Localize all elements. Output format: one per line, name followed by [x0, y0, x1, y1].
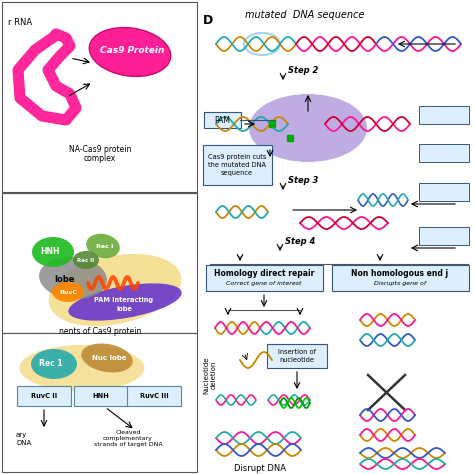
Ellipse shape	[31, 349, 77, 379]
Ellipse shape	[49, 254, 182, 326]
FancyBboxPatch shape	[332, 265, 469, 291]
Text: RuvC: RuvC	[59, 291, 77, 295]
Text: Non homologous end j: Non homologous end j	[351, 270, 448, 279]
Text: PAM interacting: PAM interacting	[94, 297, 154, 303]
Text: Correct gene of interest: Correct gene of interest	[226, 281, 302, 285]
Text: complex: complex	[84, 154, 116, 163]
Ellipse shape	[52, 282, 84, 302]
FancyBboxPatch shape	[419, 227, 469, 245]
Ellipse shape	[32, 237, 74, 267]
FancyBboxPatch shape	[206, 265, 323, 291]
Ellipse shape	[249, 94, 367, 162]
Text: RuvC II: RuvC II	[31, 393, 57, 399]
Ellipse shape	[39, 257, 107, 299]
Text: Nuc lobe: Nuc lobe	[91, 355, 126, 361]
Ellipse shape	[86, 234, 120, 258]
Text: mutated  DNA sequence: mutated DNA sequence	[246, 10, 365, 20]
Ellipse shape	[73, 251, 99, 269]
Text: Nucleotide
deletion: Nucleotide deletion	[203, 356, 217, 394]
Text: lobe: lobe	[55, 275, 75, 284]
Text: r RNA: r RNA	[8, 18, 32, 27]
FancyBboxPatch shape	[2, 333, 197, 472]
Text: RuvC III: RuvC III	[140, 393, 168, 399]
Text: Insertion of
nucleotide: Insertion of nucleotide	[278, 349, 316, 363]
FancyBboxPatch shape	[17, 386, 71, 406]
Ellipse shape	[68, 283, 182, 320]
Text: Cleaved
complementary
strands of target DNA: Cleaved complementary strands of target …	[94, 430, 162, 447]
FancyBboxPatch shape	[203, 145, 272, 185]
Text: Step 4: Step 4	[285, 237, 315, 246]
FancyBboxPatch shape	[267, 344, 327, 368]
FancyBboxPatch shape	[127, 386, 181, 406]
Text: Step 3: Step 3	[288, 176, 319, 185]
Text: HNH: HNH	[40, 246, 60, 255]
Ellipse shape	[89, 27, 171, 76]
Ellipse shape	[19, 345, 145, 391]
Text: D: D	[203, 14, 213, 27]
FancyBboxPatch shape	[2, 2, 197, 192]
Text: lobe: lobe	[116, 306, 132, 312]
Text: Rec I: Rec I	[96, 244, 114, 248]
Text: Rec 1: Rec 1	[39, 359, 63, 368]
Text: Rec II: Rec II	[77, 258, 94, 264]
Text: NA-Cas9 protein: NA-Cas9 protein	[69, 145, 131, 154]
Text: nents of Cas9 protein: nents of Cas9 protein	[59, 327, 141, 336]
Text: HNH: HNH	[92, 393, 109, 399]
Ellipse shape	[81, 344, 133, 373]
FancyBboxPatch shape	[419, 106, 469, 124]
Text: DNA: DNA	[16, 440, 31, 446]
Text: Step 2: Step 2	[288, 66, 319, 75]
FancyBboxPatch shape	[2, 193, 197, 333]
FancyBboxPatch shape	[204, 112, 241, 128]
Text: PAM: PAM	[214, 116, 230, 125]
Text: Disrupt DNA: Disrupt DNA	[234, 464, 286, 473]
FancyBboxPatch shape	[419, 183, 469, 201]
Text: Homology direct repair: Homology direct repair	[214, 270, 314, 279]
FancyBboxPatch shape	[419, 144, 469, 162]
Text: ary: ary	[16, 432, 27, 438]
Text: Cas9 Protein: Cas9 Protein	[100, 46, 164, 55]
FancyBboxPatch shape	[74, 386, 128, 406]
Text: Disrupts gene of: Disrupts gene of	[374, 281, 426, 285]
Text: Cas9 protein cuts
the mutated DNA
sequence: Cas9 protein cuts the mutated DNA sequen…	[208, 155, 266, 175]
